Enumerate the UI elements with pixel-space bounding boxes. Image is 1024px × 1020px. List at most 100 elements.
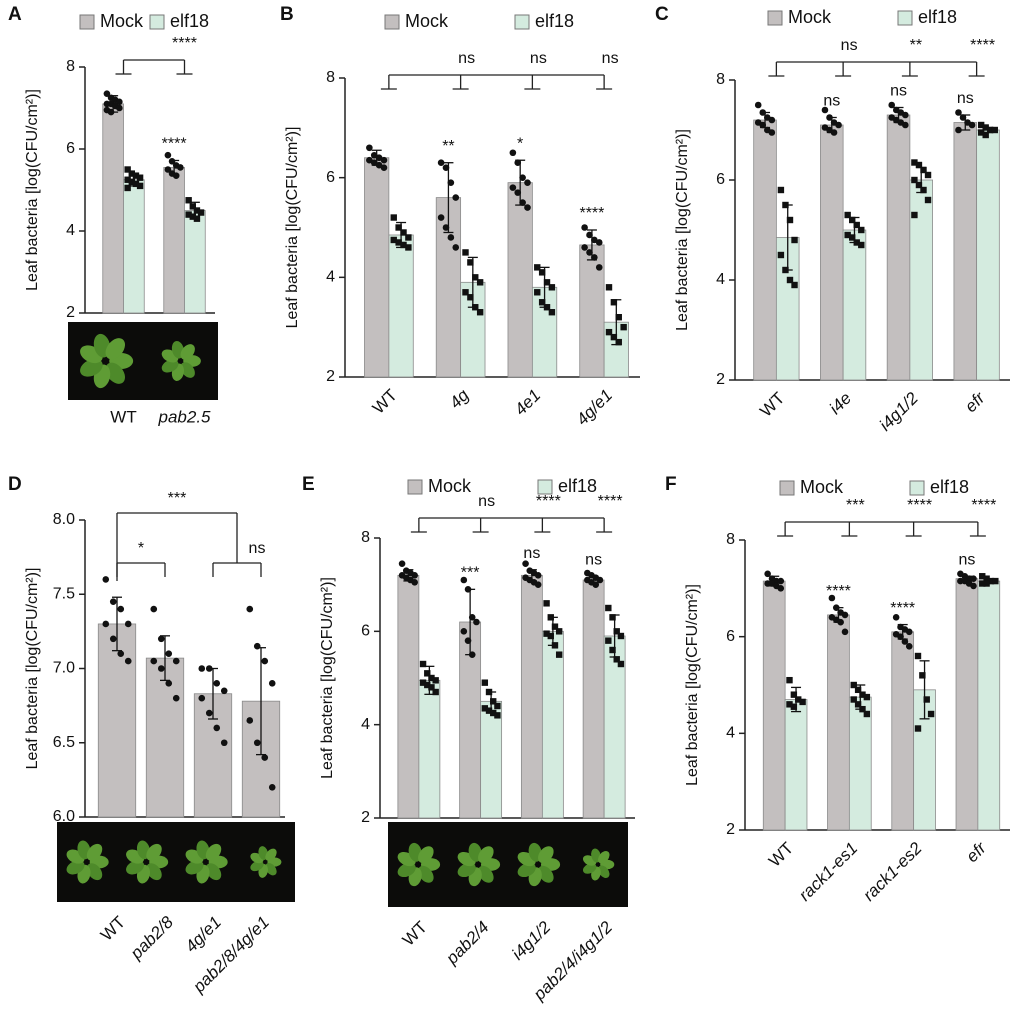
- data-point: [790, 703, 798, 710]
- data-point: [124, 184, 131, 192]
- significance-label: *: [517, 135, 523, 152]
- comparison-label: ****: [907, 497, 932, 514]
- data-point: [164, 151, 172, 159]
- y-tick-label: 2: [66, 304, 75, 321]
- x-tick-label: pab2/4: [442, 918, 493, 969]
- data-point: [107, 108, 115, 116]
- data-point: [977, 121, 985, 129]
- x-tick-label: i4e: [826, 389, 855, 418]
- x-tick-label: WT: [369, 386, 401, 418]
- leaf: [185, 860, 204, 875]
- data-point: [395, 224, 402, 231]
- y-axis-label: Leaf bacteria [log(CFU/cm²)]: [674, 129, 691, 331]
- leaf: [126, 860, 145, 875]
- data-point: [854, 686, 862, 694]
- x-tick-label: efr: [962, 838, 990, 866]
- y-axis-label: Leaf bacteria [log(CFU/cm²)]: [24, 89, 41, 291]
- data-point: [902, 111, 909, 119]
- data-point: [592, 581, 600, 588]
- data-point: [821, 106, 829, 114]
- data-point: [850, 696, 857, 703]
- legend-swatch: [537, 479, 553, 495]
- data-point: [524, 204, 531, 211]
- significance-label: ****: [826, 583, 851, 600]
- data-point: [897, 633, 904, 640]
- data-point: [205, 709, 213, 717]
- data-point: [777, 577, 785, 585]
- leaf: [66, 860, 85, 875]
- data-point: [117, 650, 125, 657]
- data-point: [968, 121, 976, 129]
- data-point: [615, 338, 622, 346]
- data-point: [538, 269, 546, 276]
- data-point: [400, 241, 407, 249]
- y-tick-label: 2: [326, 368, 335, 385]
- data-point: [543, 304, 551, 311]
- data-point: [605, 604, 612, 612]
- significance-label: ns: [958, 551, 975, 568]
- leaf: [582, 863, 597, 874]
- bar: [827, 614, 850, 831]
- data-point: [551, 642, 559, 649]
- y-tick-label: 2: [726, 821, 735, 838]
- data-point: [786, 276, 794, 284]
- significance-label: ***: [461, 565, 480, 582]
- x-tick-label: 4g/e1: [573, 386, 617, 430]
- data-point: [109, 635, 117, 643]
- legend-label: elf18: [170, 11, 209, 31]
- data-point: [405, 244, 412, 251]
- data-point: [437, 159, 445, 167]
- data-point: [605, 328, 613, 336]
- data-point: [390, 214, 397, 221]
- data-point: [832, 604, 840, 611]
- comparison-label: ns: [458, 50, 475, 67]
- significance-label: ****: [579, 205, 604, 222]
- data-point: [914, 652, 922, 660]
- data-point: [595, 239, 603, 246]
- data-point: [128, 170, 135, 177]
- comparison-label: ****: [970, 37, 995, 54]
- comparison-label: ***: [846, 497, 865, 514]
- data-point: [481, 705, 489, 712]
- data-point: [177, 164, 184, 171]
- data-point: [914, 725, 922, 732]
- data-point: [494, 702, 501, 710]
- data-point: [419, 660, 427, 668]
- data-point: [759, 109, 767, 116]
- y-axis-label: Leaf bacteria [log(CFU/cm²)]: [24, 568, 41, 770]
- leaf: [538, 846, 554, 864]
- data-point: [613, 628, 620, 635]
- x-tick-label: pab2/8: [126, 912, 177, 963]
- leaf: [517, 862, 536, 878]
- comparison-label: ns: [841, 37, 858, 54]
- data-point: [462, 289, 469, 296]
- data-point: [437, 214, 445, 221]
- data-point: [615, 314, 622, 321]
- bar: [977, 580, 1001, 831]
- data-point: [476, 279, 484, 286]
- data-point: [854, 701, 862, 708]
- data-point: [476, 309, 484, 316]
- data-point: [124, 166, 131, 173]
- bar: [520, 574, 543, 819]
- data-point: [447, 179, 455, 186]
- data-point: [366, 144, 373, 152]
- legend-swatch: [407, 479, 423, 495]
- data-point: [613, 656, 620, 663]
- data-point: [858, 226, 865, 234]
- data-point: [116, 104, 123, 112]
- leaf: [598, 865, 610, 878]
- bar: [953, 122, 978, 381]
- data-point: [987, 577, 995, 585]
- bar: [842, 229, 867, 381]
- data-point: [464, 637, 472, 644]
- data-point: [136, 182, 144, 190]
- data-point: [462, 249, 469, 256]
- data-point: [165, 650, 173, 657]
- comparison-label: ****: [971, 497, 996, 514]
- legend-label: elf18: [535, 11, 574, 31]
- data-point: [253, 642, 261, 650]
- data-point: [850, 681, 857, 689]
- data-point: [198, 694, 206, 702]
- data-point: [548, 309, 556, 316]
